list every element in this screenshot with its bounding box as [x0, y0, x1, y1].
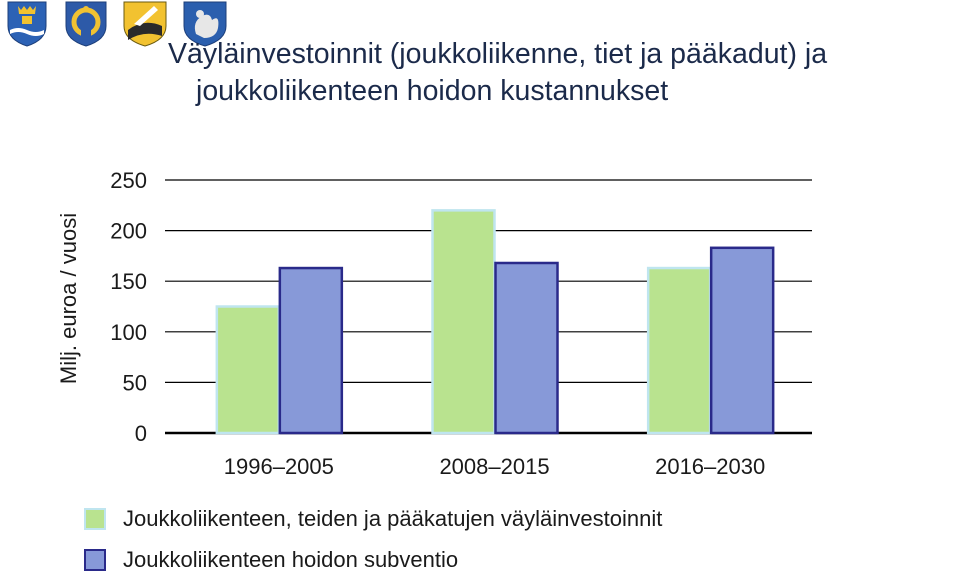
x-tick-label-1: 1996–2005: [224, 454, 334, 479]
coat-of-arms-kauniainen-icon: [123, 1, 167, 47]
municipal-emblems: [4, 0, 234, 48]
x-tick-label-2: 2008–2015: [439, 454, 549, 479]
bar-series2-2: [494, 261, 559, 435]
y-tick-label-50: 50: [123, 370, 147, 395]
y-tick-label-100: 100: [110, 320, 147, 345]
legend-swatch-subsidy: [84, 549, 106, 571]
bar-series1-3: [646, 266, 712, 435]
chart-title-line2: joukkoliikenteen hoidon kustannukset: [196, 75, 669, 107]
x-tick-label-3: 2016–2030: [655, 454, 765, 479]
y-axis-title: Milj. euroa / vuosi: [56, 213, 81, 384]
chart-title: Väyläinvestoinnit (joukkoliikenne, tiet …: [168, 36, 958, 110]
coat-of-arms-vantaa-icon: [183, 1, 227, 47]
legend-swatch-investments: [84, 508, 106, 530]
y-tick-label-150: 150: [110, 269, 147, 294]
coat-of-arms-espoo-icon: [65, 1, 107, 47]
y-tick-label-0: 0: [135, 421, 147, 446]
bars: [215, 209, 775, 435]
y-tick-label-250: 250: [110, 168, 147, 193]
bar-chart: 0 50 100 150 200 250 Milj. euroa / vuosi 1996–2…: [56, 168, 812, 479]
legend-item-subsidy: Joukkoliikenteen hoidon subventio: [84, 547, 458, 573]
y-tick-label-200: 200: [110, 219, 147, 244]
bar-series1-1: [215, 305, 281, 435]
chart-title-line1: Väyläinvestoinnit (joukkoliikenne, tiet …: [168, 38, 828, 70]
axis-labels: 0 50 100 150 200 250 Milj. euroa / vuosi 1996–2…: [56, 168, 765, 479]
bar-series2-3: [709, 246, 775, 435]
coat-of-arms-helsinki-icon: [7, 1, 47, 47]
bar-series1-2: [431, 209, 496, 435]
legend-label-subsidy: Joukkoliikenteen hoidon subventio: [123, 547, 459, 572]
legend-label-investments: Joukkoliikenteen, teiden ja pääkatujen v…: [123, 506, 663, 531]
legend-item-investments: Joukkoliikenteen, teiden ja pääkatujen v…: [84, 506, 662, 532]
bar-series2-1: [278, 266, 344, 435]
